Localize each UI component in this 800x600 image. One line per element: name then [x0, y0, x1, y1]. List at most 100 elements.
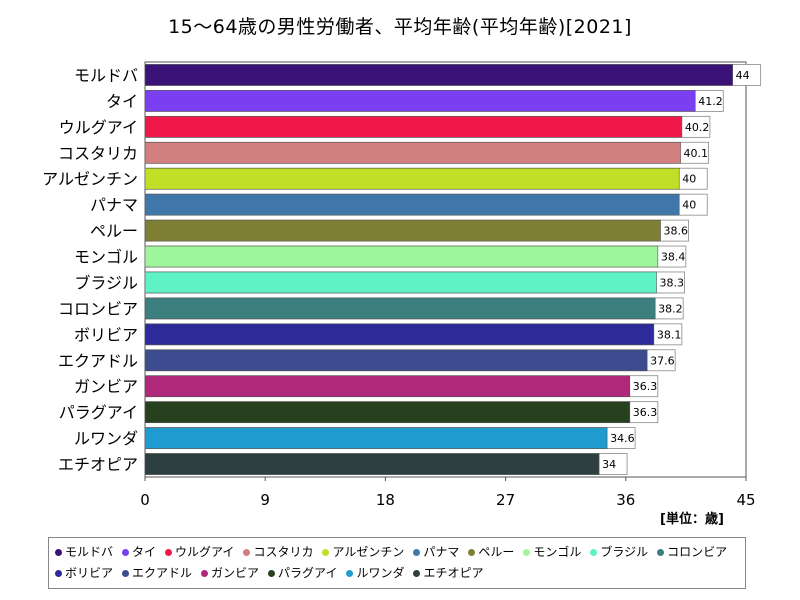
- bar: [144, 141, 681, 164]
- legend-swatch: [413, 549, 421, 556]
- legend-item: ペルー: [468, 542, 514, 563]
- legend-swatch: [590, 549, 598, 556]
- value-label: 40: [682, 173, 696, 186]
- legend-label: アルゼンチン: [332, 545, 405, 559]
- value-label: 38.4: [661, 251, 686, 264]
- category-label: モルドバ: [74, 66, 138, 85]
- legend-item: パナマ: [413, 542, 459, 563]
- category-label: タイ: [106, 92, 138, 111]
- x-tick-label: 27: [496, 491, 515, 509]
- legend-item: パラグアイ: [268, 563, 337, 584]
- legend-item: ウルグアイ: [165, 542, 234, 563]
- legend-swatch: [243, 549, 251, 556]
- value-label: 34.6: [610, 432, 635, 445]
- legend-swatch: [165, 549, 173, 556]
- category-label: モンゴル: [74, 248, 138, 267]
- bar: [144, 375, 631, 398]
- bar: [144, 401, 631, 423]
- bar: [144, 219, 661, 242]
- value-label: 41.2: [698, 95, 723, 108]
- value-label: 40.2: [685, 121, 710, 134]
- legend: モルドバ タイ ウルグアイ コスタリカ アルゼンチン パナマ ペルー モンゴル ブラジル コロンビ…: [48, 537, 746, 589]
- value-label: 34: [602, 458, 616, 471]
- legend-label: タイ: [132, 545, 157, 559]
- category-label: パナマ: [90, 196, 138, 215]
- legend-label: ガンビア: [211, 566, 260, 580]
- legend-item: ボリビア: [55, 563, 113, 584]
- bar: [144, 297, 656, 320]
- legend-label: エチオピア: [423, 566, 484, 580]
- legend-swatch: [657, 549, 665, 556]
- x-tick-label: 45: [736, 491, 755, 509]
- value-label: 36.3: [633, 380, 658, 393]
- bar: [144, 271, 657, 294]
- value-label: 38.2: [658, 302, 683, 315]
- legend-item: タイ: [122, 542, 156, 563]
- x-tick-label: 36: [616, 491, 635, 509]
- legend-item: エクアドル: [122, 563, 192, 584]
- value-label: 40.1: [684, 147, 709, 160]
- legend-label: ペルー: [478, 545, 515, 559]
- chart-title: 15～64歳の男性労働者、平均年齢(平均年齢)[2021]: [168, 16, 632, 38]
- legend-item: コスタリカ: [243, 542, 313, 563]
- bar: [144, 453, 600, 475]
- bar: [144, 116, 683, 138]
- legend-swatch: [468, 549, 476, 556]
- category-label: ペルー: [90, 222, 138, 241]
- legend-label: コロンビア: [667, 545, 728, 559]
- category-label: ガンビア: [74, 377, 138, 396]
- legend-swatch: [346, 570, 354, 577]
- legend-swatch: [55, 549, 62, 556]
- value-label: 38.6: [664, 225, 689, 238]
- value-label: 40: [682, 199, 696, 212]
- unit-label: [単位：歳]: [660, 512, 724, 527]
- category-label: パラグアイ: [59, 403, 138, 422]
- x-tick-label: 18: [376, 491, 395, 509]
- bar: [144, 349, 648, 372]
- x-tick-label: 9: [260, 491, 270, 509]
- legend-item: エチオピア: [413, 563, 483, 584]
- category-label: ブラジル: [74, 273, 138, 292]
- legend-item: ブラジル: [590, 542, 648, 563]
- value-label: 36.3: [633, 406, 658, 419]
- category-label: エチオピア: [58, 455, 138, 474]
- legend-swatch: [322, 549, 330, 556]
- legend-label: モルドバ: [65, 545, 114, 559]
- legend-item: モルドバ: [55, 542, 113, 563]
- bar: [144, 64, 733, 86]
- legend-label: パナマ: [423, 545, 460, 559]
- category-label: アルゼンチン: [42, 170, 138, 189]
- category-label: ボリビア: [74, 325, 138, 344]
- legend-swatch: [122, 549, 130, 556]
- legend-swatch: [268, 570, 276, 577]
- legend-swatch: [201, 570, 209, 577]
- value-label: 44: [736, 69, 750, 82]
- legend-item: ルワンダ: [346, 563, 404, 584]
- bar: [144, 427, 608, 449]
- value-label: 38.3: [660, 276, 685, 289]
- legend-swatch: [413, 570, 421, 577]
- legend-swatch: [122, 570, 130, 577]
- category-label: コロンビア: [58, 299, 138, 318]
- legend-label: ルワンダ: [356, 566, 405, 580]
- value-label: 38.1: [657, 328, 682, 341]
- bar: [144, 245, 659, 268]
- value-label: 37.6: [650, 354, 675, 367]
- bar: [144, 90, 696, 112]
- legend-item: アルゼンチン: [322, 542, 404, 563]
- legend-label: パラグアイ: [278, 566, 338, 580]
- category-label: エクアドル: [58, 351, 138, 370]
- legend-swatch: [523, 549, 531, 556]
- legend-item: ガンビア: [201, 563, 259, 584]
- legend-item: コロンビア: [657, 542, 727, 563]
- bar: [144, 193, 680, 216]
- bar: [144, 323, 655, 346]
- category-label: ルワンダ: [74, 429, 138, 448]
- legend-label: ブラジル: [600, 545, 649, 559]
- x-tick-label: 0: [140, 491, 150, 509]
- legend-label: コスタリカ: [253, 545, 314, 559]
- legend-label: ボリビア: [65, 566, 114, 580]
- category-label: ウルグアイ: [59, 118, 138, 137]
- bar: [144, 167, 680, 190]
